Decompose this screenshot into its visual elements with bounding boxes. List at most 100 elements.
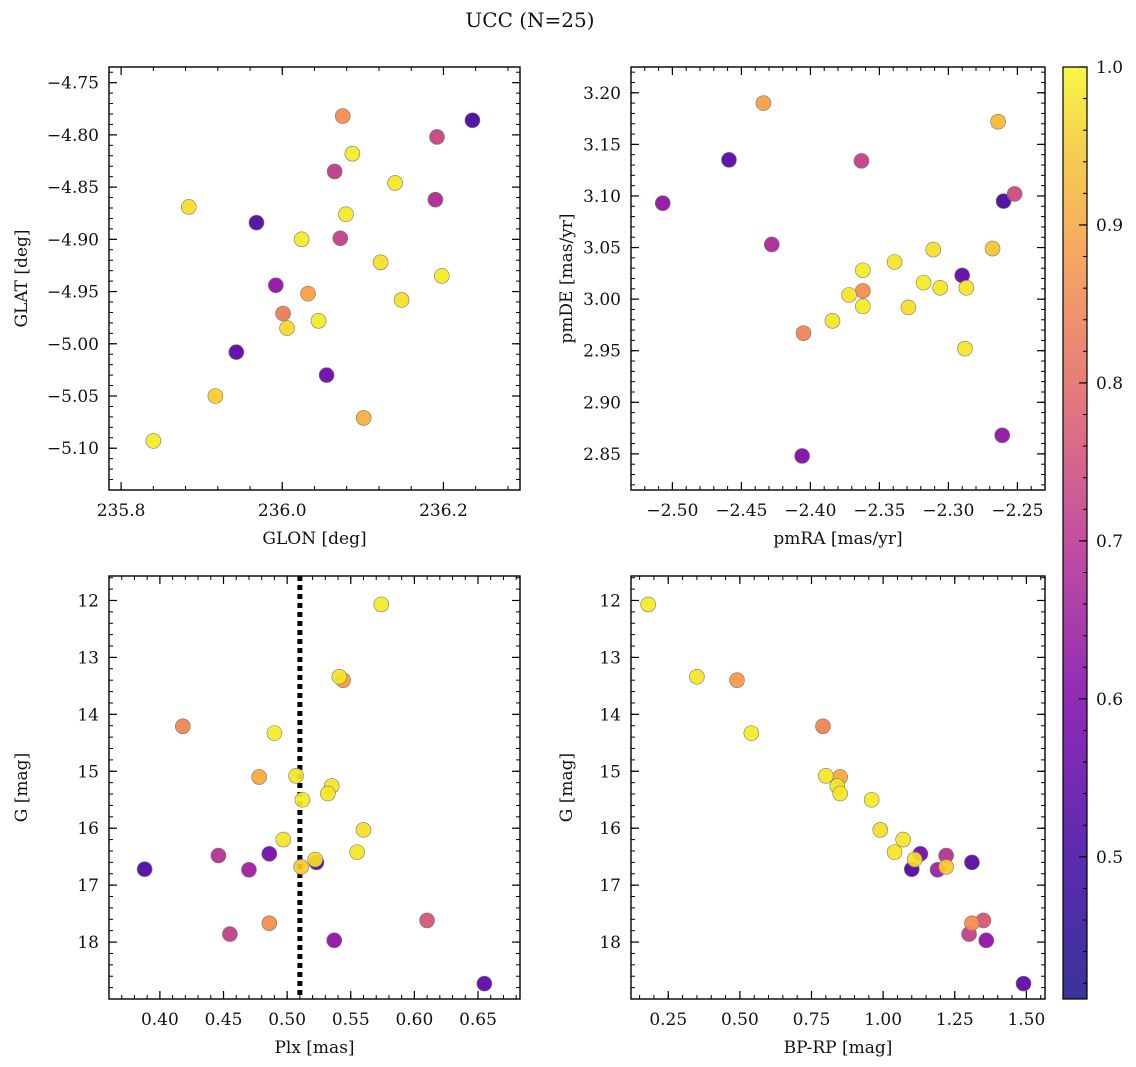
- data-point: [228, 344, 245, 360]
- data-point: [853, 153, 870, 169]
- data-point: [320, 785, 336, 802]
- x-axis-label: pmRA [mas/yr]: [773, 529, 902, 549]
- data-point: [241, 861, 257, 878]
- minor-ticks: [630, 67, 1046, 490]
- figure-title: UCC (N=25): [465, 8, 594, 32]
- y-tick-label: −4.85: [47, 178, 99, 198]
- data-point: [1015, 975, 1032, 992]
- y-tick-label: 16: [599, 819, 621, 839]
- data-point: [872, 822, 889, 838]
- data-point: [763, 236, 780, 253]
- data-point: [863, 791, 880, 808]
- x-tick-label: −2.25: [991, 501, 1043, 521]
- x-tick-label: −2.40: [784, 501, 836, 521]
- data-point: [136, 861, 153, 877]
- x-tick-label: 1.50: [1007, 1010, 1045, 1030]
- data-point: [266, 725, 283, 741]
- data-point: [419, 912, 435, 929]
- colorbar-tick-label: 0.7: [1096, 532, 1123, 552]
- y-tick-label: 14: [599, 705, 621, 725]
- data-point: [906, 851, 923, 868]
- data-point: [932, 279, 948, 296]
- colorbar-tick-label: 0.5: [1096, 848, 1123, 868]
- data-point: [334, 108, 351, 124]
- data-point: [1006, 186, 1023, 202]
- data-point: [307, 851, 323, 868]
- data-point: [251, 769, 267, 785]
- x-axis-label: BP-RP [mag]: [784, 1038, 893, 1058]
- data-point: [293, 859, 309, 875]
- colorbar-tick-label: 0.9: [1096, 216, 1123, 236]
- data-point: [755, 95, 772, 111]
- data-point: [279, 320, 295, 336]
- colorbar-ticks: 0.5 0.6 0.7 0.8 0.9 1.0: [1079, 58, 1123, 984]
- panel-plx-g: 0.40 0.45 0.50 0.55 0.60 0.65 12 13 14 15 16 17 18 Pl…: [12, 575, 521, 1058]
- data-point: [355, 822, 372, 838]
- y-tick-label: −4.75: [47, 74, 99, 94]
- data-point: [900, 299, 917, 316]
- x-tick-label: −2.50: [646, 501, 698, 521]
- y-tick-label: 2.85: [583, 445, 621, 465]
- data-point: [855, 283, 871, 299]
- x-tick-label: −2.45: [715, 501, 767, 521]
- data-point: [978, 932, 995, 949]
- y-tick-label: −4.95: [47, 283, 99, 303]
- data-point: [275, 831, 292, 848]
- data-point: [640, 596, 656, 613]
- y-tick-label: −5.10: [47, 439, 99, 459]
- minor-ticks: [109, 576, 520, 1000]
- x-tick-label: 236.2: [419, 501, 468, 521]
- axes-frame: [108, 66, 521, 491]
- data-point: [175, 718, 191, 735]
- data-point: [331, 668, 348, 685]
- x-tick-label: 1.00: [864, 1010, 902, 1030]
- data-point: [344, 145, 361, 162]
- data-point: [464, 112, 481, 129]
- data-point: [355, 410, 372, 426]
- x-tick-label: 235.8: [97, 501, 146, 521]
- data-point: [373, 596, 390, 613]
- data-point: [393, 292, 410, 308]
- data-point: [915, 274, 932, 291]
- x-tick-label: 0.40: [141, 1010, 179, 1030]
- data-point: [886, 254, 903, 270]
- x-tick-label: 0.50: [268, 1010, 306, 1030]
- y-tick-label: −4.80: [47, 126, 99, 146]
- y-tick-label: 13: [77, 648, 99, 668]
- panel-pmra-pmde: −2.50 −2.45 −2.40 −2.35 −2.30 −2.25 2.85 2.90 2.…: [557, 66, 1046, 549]
- y-tick-label: 14: [77, 705, 99, 725]
- data-point: [318, 367, 335, 383]
- x-tick-label: 0.25: [649, 1010, 687, 1030]
- y-tick-label: −5.00: [47, 335, 99, 355]
- x-tick-label: 0.45: [205, 1010, 243, 1030]
- data-point: [300, 285, 316, 302]
- y-axis-label: G [mag]: [12, 753, 32, 822]
- y-tick-label: 18: [77, 933, 99, 953]
- x-tick-label: 0.75: [793, 1010, 831, 1030]
- data-point: [818, 768, 834, 784]
- y-axis-label: G [mag]: [557, 753, 577, 822]
- data-point: [349, 844, 365, 860]
- y-tick-label: 3.00: [583, 290, 621, 310]
- y-tick-label: 12: [77, 591, 99, 611]
- data-point: [855, 298, 871, 315]
- x-tick-label: 0.60: [395, 1010, 433, 1030]
- data-point: [721, 152, 737, 168]
- colorbar-tick-label: 0.6: [1096, 690, 1123, 710]
- data-point: [261, 915, 278, 932]
- data-point: [268, 277, 284, 294]
- data-point: [261, 846, 278, 862]
- x-tick-label: 0.55: [332, 1010, 370, 1030]
- data-point: [338, 206, 354, 223]
- y-tick-label: 3.10: [583, 187, 621, 207]
- x-tick-label: 0.65: [459, 1010, 497, 1030]
- y-tick-label: 3.20: [583, 84, 621, 104]
- y-tick-label: 3.05: [583, 239, 621, 259]
- data-point: [210, 847, 227, 864]
- data-point: [145, 433, 162, 449]
- y-tick-label: 18: [599, 933, 621, 953]
- x-axis-label: Plx [mas]: [274, 1038, 354, 1058]
- colorbar-tick-label: 0.8: [1096, 374, 1123, 394]
- x-axis-label: GLON [deg]: [262, 529, 366, 549]
